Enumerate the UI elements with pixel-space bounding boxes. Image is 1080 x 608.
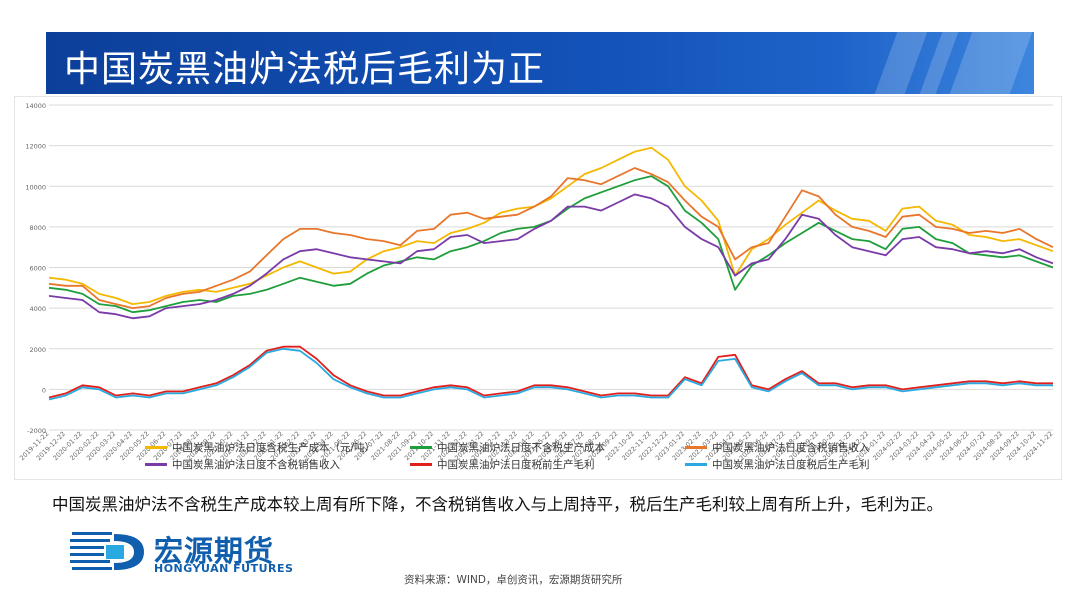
legend-label: 中国炭黑油炉法日度含税销售收入 [712,442,870,454]
legend-label: 中国炭黑油炉法日度税前生产毛利 [437,459,595,471]
legend-item: 中国炭黑油炉法日度不含税销售收入 [145,457,340,472]
y-tick-label: 6000 [29,265,46,273]
series-line [48,146,1054,306]
company-logo: 宏源期货 HONGYUAN FUTURES [70,528,310,578]
legend-label: 中国炭黑油炉法日度不含税销售收入 [172,459,340,471]
legend-swatch [685,446,707,449]
hongyuan-logo-icon [70,532,144,570]
legend-swatch [145,446,167,449]
legend-item: 中国炭黑油炉法日度不含税生产成本 [410,440,605,455]
series-line [48,193,1054,320]
legend-swatch [145,463,167,466]
logo-english-text: HONGYUAN FUTURES [154,562,294,575]
series-line [48,167,1054,310]
banner-stripe [874,32,928,94]
series-line [48,347,1053,401]
y-tick-label: 8000 [29,224,46,232]
line-chart: -200002000400060008000100001200014000201… [18,102,1054,462]
legend-swatch [685,463,707,466]
chart-legend: 中国炭黑油炉法日度含税生产成本（元/吨） 中国炭黑油炉法日度不含税生产成本 中国炭黑… [145,440,1025,480]
y-tick-label: 12000 [25,143,46,151]
description-text: 中国炭黑油炉法不含税生产成本较上周有所下降，不含税销售收入与上周持平，税后生产毛… [52,495,943,514]
legend-item: 中国炭黑油炉法日度含税生产成本（元/吨） [145,440,375,455]
y-tick-label: 2000 [29,346,46,354]
legend-label: 中国炭黑油炉法日度税后生产毛利 [712,459,870,471]
logo-chinese-text: 宏源期货 [154,534,275,568]
y-tick-label: 10000 [25,183,46,191]
slide-title: 中国炭黑油炉法税后毛利为正 [64,49,546,90]
legend-label: 中国炭黑油炉法日度不含税生产成本 [437,442,605,454]
y-tick-label: 14000 [25,102,46,110]
title-banner: 中国炭黑油炉法税后毛利为正 [46,32,1034,94]
banner-stripe [949,32,1033,94]
legend-label: 中国炭黑油炉法日度含税生产成本（元/吨） [172,442,376,454]
legend-item: 中国炭黑油炉法日度税前生产毛利 [410,457,595,472]
y-tick-label: 0 [42,386,46,394]
legend-swatch [410,463,432,466]
y-tick-label: 4000 [29,305,46,313]
legend-swatch [410,446,432,449]
series-line [48,345,1053,399]
legend-item: 中国炭黑油炉法日度税后生产毛利 [685,457,870,472]
y-tick-label: -2000 [27,427,46,435]
chart-frame: -2000 0 2000 4000 6000 8000 10000 12000 14000 201… [14,96,1062,480]
legend-item: 中国炭黑油炉法日度含税销售收入 [685,440,870,455]
source-note: 资料来源：WIND，卓创资讯，宏源期货研究所 [404,574,623,586]
